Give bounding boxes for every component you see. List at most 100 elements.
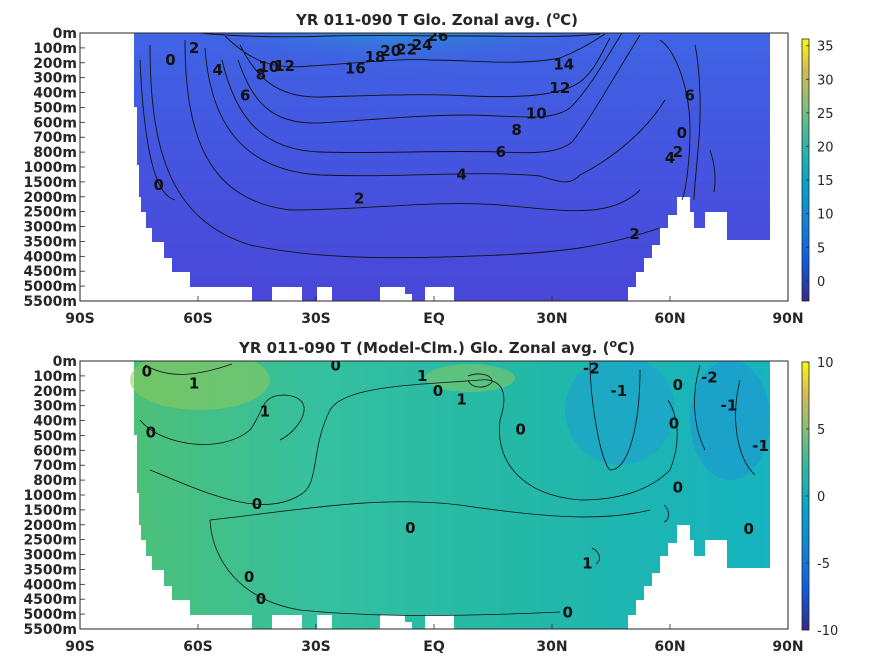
contour-label: -1 bbox=[721, 397, 738, 415]
contour-label: -2 bbox=[701, 368, 718, 386]
y-tick-label: 4000m bbox=[23, 577, 77, 593]
y-tick-label: 200m bbox=[33, 56, 77, 72]
panel1-title-sup: o bbox=[553, 9, 561, 22]
panel2-y-axis: 0m100m200m300m400m500m600m700m800m1000m1… bbox=[23, 354, 85, 638]
panel1-x-axis: 90S 60S 30S EQ 30N 60N 90N bbox=[65, 296, 804, 327]
y-tick-label: 3000m bbox=[23, 220, 77, 236]
contour-label: 0 bbox=[669, 415, 679, 433]
x-tick-label: 60N bbox=[654, 639, 685, 655]
y-tick-label: 400m bbox=[33, 86, 77, 102]
contour-label: 4 bbox=[212, 61, 222, 79]
y-tick-label: 800m bbox=[33, 473, 77, 489]
contour-label: 2 bbox=[673, 143, 683, 161]
panel2-contours bbox=[139, 361, 756, 616]
contour-label: 0 bbox=[153, 176, 163, 194]
contour-label: 20 bbox=[380, 42, 401, 60]
contour-label: 0 bbox=[405, 519, 415, 537]
y-tick-label: 5500m bbox=[23, 622, 77, 638]
y-tick-label: 3000m bbox=[23, 548, 77, 564]
contour-label: 0 bbox=[677, 124, 687, 142]
colorbar-tick-label: -10 bbox=[817, 624, 838, 639]
colorbar-tick-label: 5 bbox=[817, 423, 825, 438]
x-tick-label: EQ bbox=[423, 311, 445, 327]
colorbar-tick-label: 25 bbox=[817, 107, 834, 122]
y-tick-label: 800m bbox=[33, 145, 77, 161]
colorbar-tick-label: -5 bbox=[817, 557, 830, 572]
contour-label: 14 bbox=[553, 55, 574, 73]
y-tick-label: 300m bbox=[33, 71, 77, 87]
contour-label: 4 bbox=[665, 149, 675, 167]
y-tick-label: 1500m bbox=[23, 503, 77, 519]
contour-label: 2 bbox=[354, 189, 364, 207]
y-tick-label: 700m bbox=[33, 130, 77, 146]
x-tick-label: 30S bbox=[301, 639, 331, 655]
contour-label: 8 bbox=[511, 121, 521, 139]
panel-anomaly: YR 011-090 T (Model-Clm.) Glo. Zonal avg… bbox=[23, 337, 838, 655]
y-tick-label: 0m bbox=[53, 26, 77, 42]
contour-label: -1 bbox=[611, 382, 628, 400]
y-tick-label: 2000m bbox=[23, 518, 77, 534]
contour-label: 0 bbox=[673, 376, 683, 394]
contour-label: 0 bbox=[563, 604, 573, 622]
panel2-warm-patch-eq bbox=[425, 364, 515, 392]
panel2-title-text: YR 011-090 T (Model-Clm.) Glo. Zonal avg… bbox=[238, 339, 610, 357]
panel1-y-axis: 0m100m200m300m400m500m600m700m800m1000m1… bbox=[23, 26, 85, 310]
x-tick-label: 30S bbox=[301, 311, 331, 327]
panel1-warm-core bbox=[140, 33, 660, 173]
panel2-cool-patch-arctic bbox=[690, 361, 770, 480]
x-tick-label: 60S bbox=[183, 311, 213, 327]
contour-label: 10 bbox=[258, 58, 279, 76]
x-tick-label: 90N bbox=[772, 639, 803, 655]
colorbar-tick-label: 15 bbox=[817, 174, 834, 189]
contour-label: 8 bbox=[256, 66, 266, 84]
colorbar-tick-label: 20 bbox=[817, 140, 834, 155]
panel1-title: YR 011-090 T Glo. Zonal avg. (oC) bbox=[295, 9, 578, 29]
y-tick-label: 4000m bbox=[23, 249, 77, 265]
y-tick-label: 1500m bbox=[23, 175, 77, 191]
x-tick-label: EQ bbox=[423, 639, 445, 655]
contour-label: 1 bbox=[417, 367, 427, 385]
panel2-title-unit: C) bbox=[617, 339, 635, 357]
x-tick-label: 30N bbox=[536, 311, 567, 327]
y-tick-label: 2500m bbox=[23, 533, 77, 549]
contour-label: 22 bbox=[396, 40, 417, 58]
contour-label: 0 bbox=[330, 356, 340, 374]
colorbar-tick-label: 10 bbox=[817, 356, 834, 371]
y-tick-label: 0m bbox=[53, 354, 77, 370]
contour-label: 0 bbox=[165, 51, 175, 69]
y-tick-label: 200m bbox=[33, 384, 77, 400]
y-tick-label: 5500m bbox=[23, 294, 77, 310]
x-tick-label: 60S bbox=[183, 639, 213, 655]
contour-label: 4 bbox=[456, 165, 466, 183]
panel2-x-axis: 90S 60S 30S EQ 30N 60N 90N bbox=[65, 624, 804, 655]
y-tick-label: 300m bbox=[33, 399, 77, 415]
contour-label: 0 bbox=[146, 423, 156, 441]
contour-label: 6 bbox=[684, 87, 694, 105]
contour-label: 1 bbox=[582, 554, 592, 572]
contour-label: 0 bbox=[743, 520, 753, 538]
contour-label: 1 bbox=[260, 403, 270, 421]
contour-label: 0 bbox=[515, 420, 525, 438]
panel2-colorbar-ticks: -10 -5 0 5 10 bbox=[806, 356, 838, 639]
panel1-colorbar bbox=[801, 38, 810, 302]
x-tick-label: 90N bbox=[772, 311, 803, 327]
colorbar-tick-label: 0 bbox=[817, 275, 825, 290]
contour-label: 1 bbox=[456, 391, 466, 409]
y-tick-label: 700m bbox=[33, 458, 77, 474]
y-tick-label: 600m bbox=[33, 443, 77, 459]
panel2-warm-patch-south bbox=[130, 361, 270, 410]
panel1-title-unit: C) bbox=[560, 11, 578, 29]
contour-label: 0 bbox=[256, 590, 266, 608]
contour-label: 2 bbox=[629, 225, 639, 243]
y-tick-label: 2500m bbox=[23, 205, 77, 221]
contour-label: 6 bbox=[240, 87, 250, 105]
x-tick-label: 60N bbox=[654, 311, 685, 327]
contour-label: 0 bbox=[244, 568, 254, 586]
colorbar-tick-label: 30 bbox=[817, 73, 834, 88]
y-tick-label: 1000m bbox=[23, 160, 77, 176]
panel1-colorbar-ticks: 0 5 10 15 20 25 30 35 bbox=[806, 40, 834, 290]
panel2-cool-patch-north bbox=[565, 361, 675, 465]
